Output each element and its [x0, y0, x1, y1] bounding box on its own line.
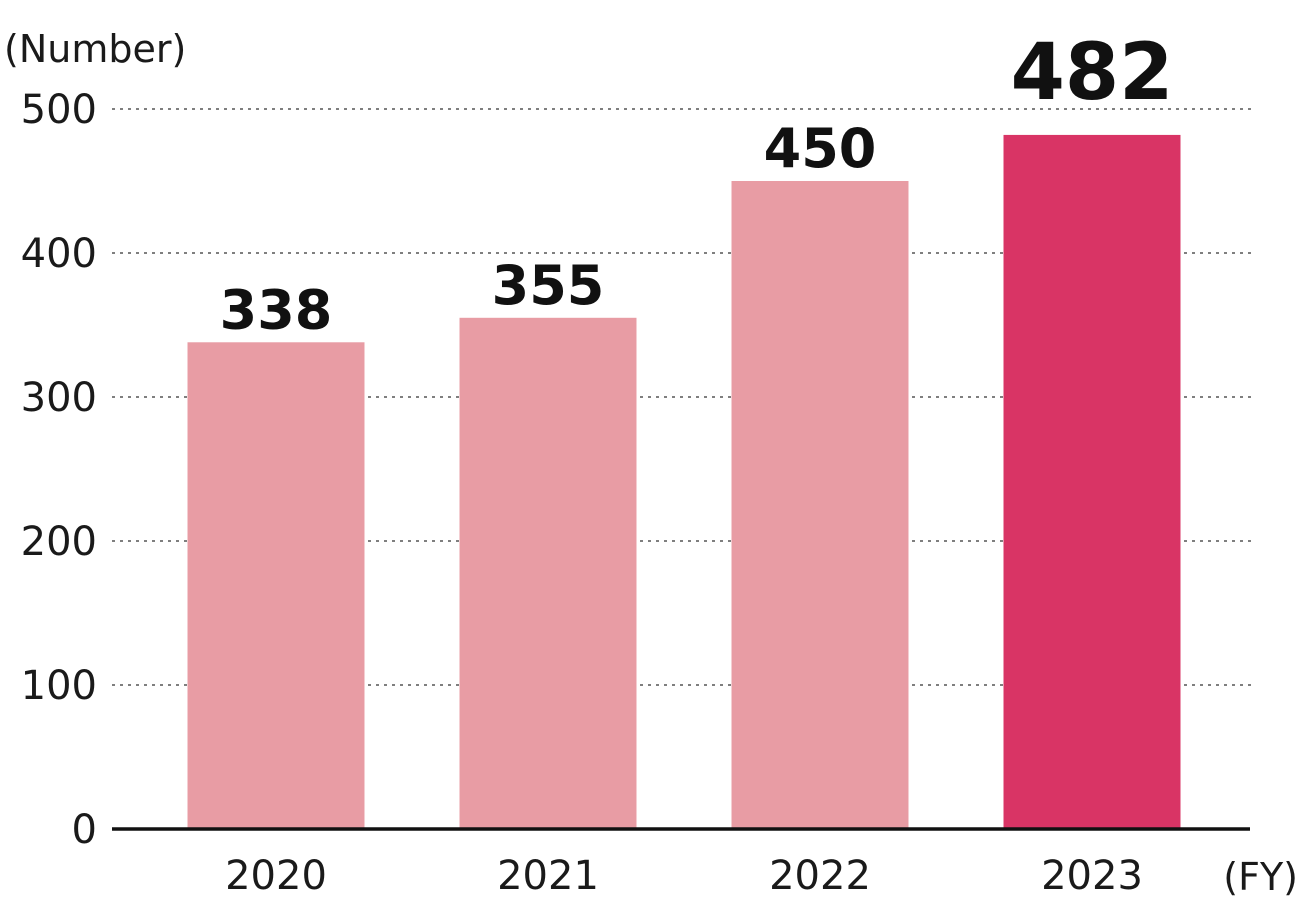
x-axis-ticks: 2020 2021 2022 2023 [225, 853, 1143, 899]
y-tick-label: 0 [72, 807, 97, 853]
x-tick-label: 2023 [1041, 853, 1143, 899]
data-label-2023: 482 [1011, 28, 1174, 118]
bars [187, 134, 1181, 830]
y-tick-label: 500 [21, 87, 97, 133]
data-labels: 338 355 450 482 [220, 28, 1174, 341]
x-tick-label: 2022 [769, 853, 871, 899]
x-tick-label: 2020 [225, 853, 327, 899]
y-axis-unit-label: (Number) [4, 27, 186, 71]
bar-2023 [1003, 134, 1181, 830]
bar-2020 [187, 342, 365, 829]
y-axis-ticks: 0 100 200 300 400 500 [21, 87, 97, 853]
data-label-2020: 338 [220, 278, 333, 341]
y-tick-label: 300 [21, 375, 97, 421]
data-label-2021: 355 [492, 254, 605, 317]
x-tick-label: 2021 [497, 853, 599, 899]
x-axis-unit-label: (FY) [1223, 855, 1298, 899]
bar-2022 [731, 181, 909, 829]
bar-2021 [459, 317, 637, 829]
y-tick-label: 100 [21, 663, 97, 709]
y-tick-label: 200 [21, 519, 97, 565]
gridlines [112, 108, 1252, 686]
y-tick-label: 400 [21, 231, 97, 277]
data-label-2022: 450 [764, 117, 877, 180]
